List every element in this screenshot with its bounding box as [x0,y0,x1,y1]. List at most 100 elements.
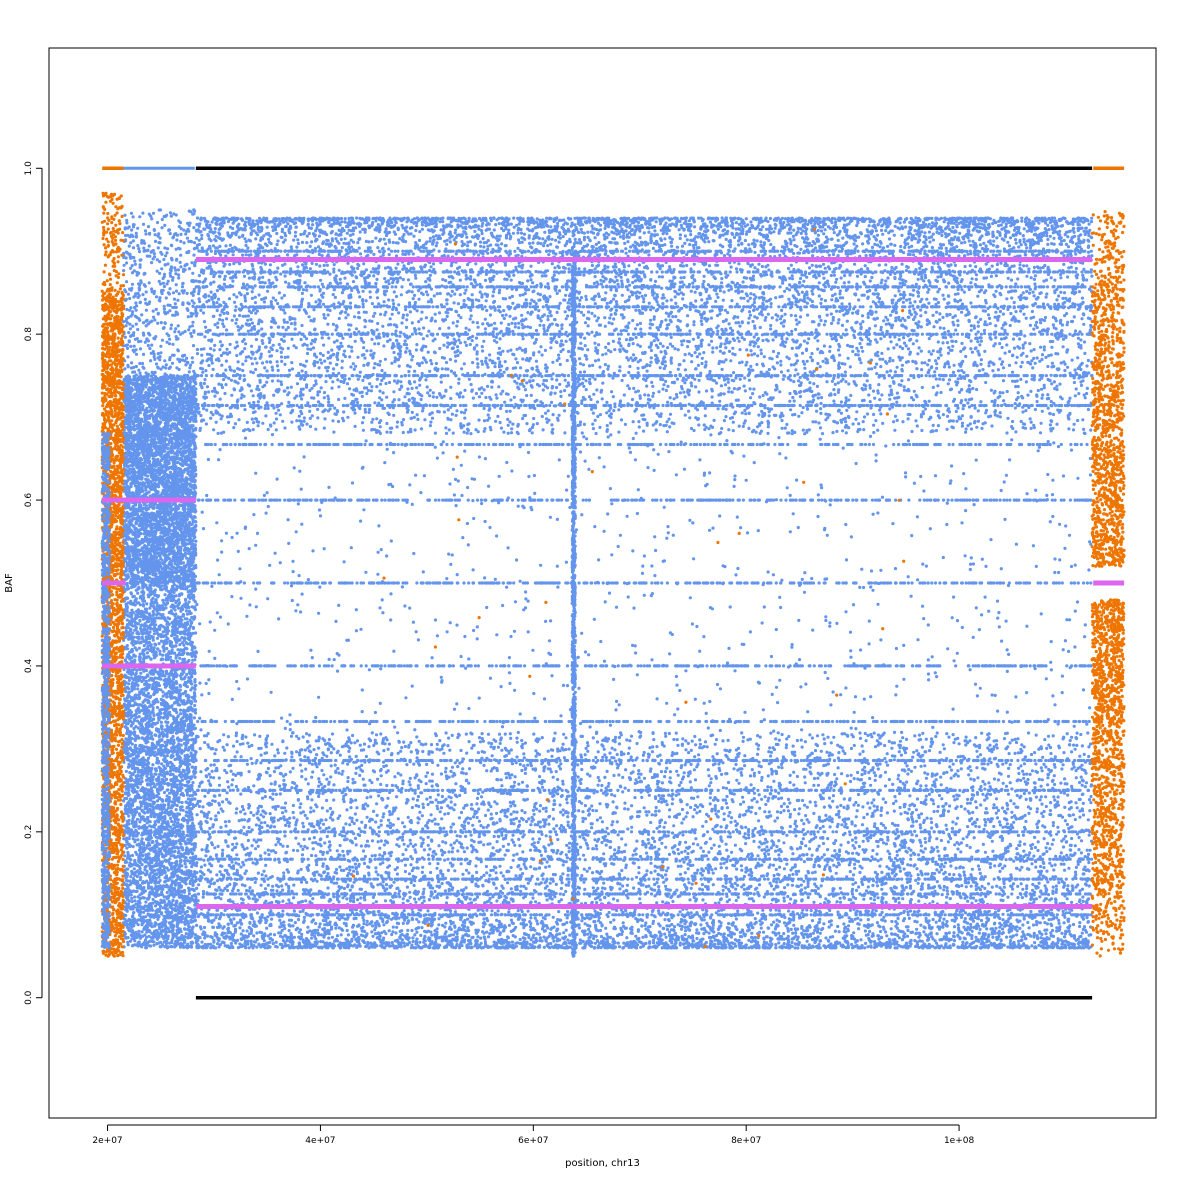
data-point [212,428,216,432]
data-point [479,244,483,248]
data-point [1027,267,1031,271]
data-point [1071,922,1076,927]
data-point [722,419,727,423]
data-point [585,357,589,361]
data-point [462,411,466,415]
data-point [253,733,257,737]
data-point [688,416,692,420]
data-point [1003,517,1007,522]
data-point [733,305,738,309]
data-point [488,353,492,357]
data-point [399,293,403,297]
data-point [342,349,347,353]
data-point [690,850,694,854]
data-point [217,803,221,807]
data-point [799,381,803,385]
data-point [974,935,978,939]
data-point [577,238,582,242]
data-point [652,738,656,742]
data-point [452,493,456,497]
data-point [300,769,304,773]
data-point [831,252,836,257]
data-point [827,796,832,800]
data-point [397,892,401,896]
data-point [674,674,679,679]
data-point [400,285,404,289]
data-point [958,298,963,302]
data-point [541,428,545,432]
data-point [1007,349,1012,354]
data-point [236,325,240,329]
data-point [482,763,486,768]
data-point [698,887,702,891]
data-point [757,664,761,668]
data-point [1000,345,1004,350]
data-point [712,843,716,847]
data-point [950,719,954,724]
data-point [954,822,958,826]
data-point [387,253,391,257]
data-point [324,374,328,378]
data-point [227,819,231,824]
data-point [797,414,801,418]
data-point [608,240,612,244]
data-point [202,381,206,386]
data-point [913,300,917,304]
data-point [1035,825,1040,830]
data-point [720,806,724,810]
data-point [892,233,896,237]
data-point [580,431,584,435]
data-point [1049,640,1053,644]
data-point [668,370,672,374]
data-point [938,750,942,755]
data-point [476,751,480,755]
data-point [456,319,460,324]
data-point [239,810,243,814]
data-point [481,349,485,353]
data-point [378,846,382,850]
data-point [954,339,958,344]
data-point [1063,819,1067,823]
data-point [780,336,784,341]
data-point [1049,801,1053,805]
data-point [822,232,826,236]
data-point [620,293,624,297]
data-point [748,630,753,634]
data-point [906,913,910,917]
data-point [752,791,757,795]
data-point [417,238,422,242]
data-point [851,873,856,877]
data-point [802,339,807,343]
data-point [1015,933,1019,937]
data-point [955,651,959,655]
data-point [381,815,385,819]
data-point [310,240,314,244]
data-point [634,335,638,340]
data-point [897,773,901,778]
data-point [865,379,869,383]
data-point [290,337,294,341]
data-point [792,380,796,384]
data-point [417,289,421,293]
data-point [702,279,706,284]
data-point [741,280,745,284]
data-point [837,318,841,322]
data-point [677,228,681,232]
data-point [339,341,343,345]
data-point [706,857,710,861]
data-point [1063,639,1067,643]
data-point [517,782,521,786]
data-point [878,408,882,412]
data-point [387,929,391,933]
data-point [680,807,685,812]
data-point [567,877,571,881]
data-point [407,369,411,374]
data-point [270,742,274,746]
data-point [674,793,678,798]
data-point [848,908,853,912]
data-point [941,555,945,560]
data-point [769,242,773,247]
data-point [803,366,807,370]
data-point [245,292,249,296]
data-point [774,627,778,632]
